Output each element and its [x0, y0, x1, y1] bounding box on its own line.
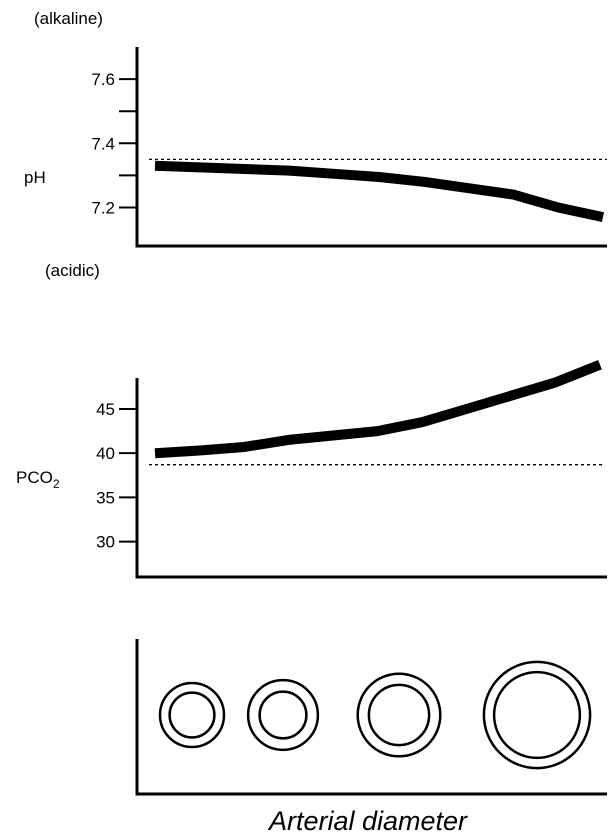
pco2-tick-label-35: 35	[96, 488, 115, 507]
ph-axis-label: pH	[24, 168, 46, 187]
alkaline-label: (alkaline)	[34, 9, 103, 28]
pco2-label-main: PCO	[16, 468, 53, 487]
artery-inner-ring-2	[258, 690, 308, 740]
artery-inner-ring-4	[492, 670, 582, 760]
ph-tick-label-7.4: 7.4	[91, 134, 115, 153]
artery-outer-ring-1	[158, 681, 226, 749]
artery-outer-ring-3	[356, 672, 442, 758]
ph-series-line	[154, 160, 605, 222]
pco2-axis-label: PCO2	[16, 468, 60, 491]
acidic-label: (acidic)	[45, 261, 100, 280]
pco2-tick-label-45: 45	[96, 400, 115, 419]
x-axis-title: Arterial diameter	[267, 806, 468, 836]
artery-inner-ring-1	[168, 691, 216, 739]
pco2-panel: PCO2 30 35 40 45	[16, 360, 607, 579]
ph-tick-label-7.6: 7.6	[91, 70, 115, 89]
artery-rings	[158, 660, 592, 770]
artery-outer-ring-2	[246, 678, 320, 752]
pco2-tick-label-40: 40	[96, 444, 115, 463]
pco2-label-subscript: 2	[53, 477, 60, 491]
artery-inner-ring-3	[367, 683, 431, 747]
pco2-tick-label-30: 30	[96, 533, 115, 552]
pco2-y-ticks: 30 35 40 45	[96, 400, 137, 552]
artery-outer-ring-4	[482, 660, 592, 770]
pco2-series-line	[154, 360, 602, 459]
artery-panel: Arterial diameter	[135, 639, 607, 836]
ph-panel: (alkaline) (acidic) pH 7.2 7.4 7.6	[24, 9, 607, 280]
ph-y-ticks: 7.2 7.4 7.6	[91, 70, 137, 217]
ph-tick-label-7.2: 7.2	[91, 198, 115, 217]
